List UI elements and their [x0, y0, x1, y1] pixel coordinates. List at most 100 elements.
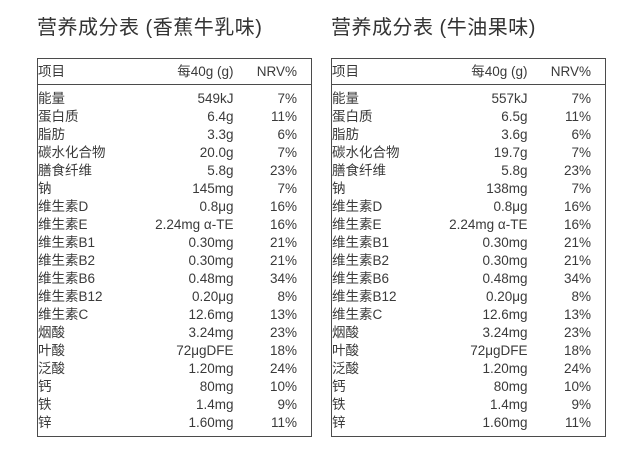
nutrient-value-cell: 1.20mg [188, 361, 234, 376]
nutrient-nrv-cell: 24% [563, 361, 591, 376]
nutrient-name-cell: 烟酸 [332, 325, 359, 340]
table-row: 锌 1.60mg 11% [332, 414, 606, 437]
table-row: 铁 1.4mg 9% [38, 396, 312, 414]
nutrient-name-cell: 维生素E [38, 217, 88, 232]
nutrient-nrv-cell: 16% [269, 199, 297, 214]
col-header-nrv: NRV% [233, 58, 312, 85]
nutrient-name-cell: 维生素B2 [332, 253, 390, 268]
nutrient-name-cell: 维生素B2 [38, 253, 96, 268]
nutrient-name-cell: 碳水化合物 [332, 145, 400, 160]
nutrition-table-avocado: 项目 每40g (g) NRV% 能量 557kJ 7% 蛋白质 6.5g 11% 脂肪 3.… [331, 58, 606, 437]
nutrient-nrv-cell: 16% [563, 217, 591, 232]
panel-banana-milk-flavor: 营养成分表 (香蕉牛乳味) 项目 每40g (g) NRV% 能量 549kJ 7%… [37, 11, 312, 437]
nutrient-nrv-cell: 11% [564, 415, 591, 430]
nutrient-value-cell: 0.8μg [199, 199, 234, 214]
nutrient-value-cell: 557kJ [491, 91, 528, 106]
nutrient-nrv-cell: 23% [269, 325, 297, 340]
table-row: 维生素D 0.8μg 16% [332, 198, 606, 216]
nutrient-value-cell: 1.20mg [482, 361, 528, 376]
nutrient-value-cell: 12.6mg [188, 307, 234, 322]
nutrient-value-cell: 20.0g [199, 145, 234, 160]
nutrient-value-cell: 0.48mg [482, 271, 528, 286]
nutrient-name-cell: 维生素D [38, 199, 89, 214]
nutrient-name-cell: 维生素B6 [38, 271, 96, 286]
nutrient-nrv-cell: 24% [269, 361, 297, 376]
nutrient-value-cell: 549kJ [197, 91, 234, 106]
nutrient-value-cell: 1.4mg [489, 397, 528, 412]
table-row: 维生素D 0.8μg 16% [38, 198, 312, 216]
table-row: 膳食纤维 5.8g 23% [38, 162, 312, 180]
col-header-nrv: NRV% [527, 58, 606, 85]
nutrient-value-cell: 145mg [192, 181, 234, 196]
nutrient-value-cell: 2.24mg α-TE [155, 217, 234, 232]
nutrient-nrv-cell: 16% [269, 217, 297, 232]
nutrient-nrv-cell: 7% [571, 91, 591, 106]
nutrient-name-cell: 脂肪 [38, 127, 65, 142]
table-row: 烟酸 3.24mg 23% [332, 324, 606, 342]
nutrient-value-cell: 0.30mg [188, 235, 234, 250]
nutrient-value-cell: 0.20μg [191, 289, 234, 304]
nutrient-nrv-cell: 34% [563, 271, 591, 286]
nutrient-value-cell: 6.5g [501, 109, 528, 124]
nutrient-nrv-cell: 18% [269, 343, 297, 358]
nutrient-nrv-cell: 21% [269, 235, 297, 250]
table-row: 蛋白质 6.5g 11% [332, 108, 606, 126]
nutrient-name-cell: 膳食纤维 [38, 163, 92, 178]
nutrient-nrv-cell: 21% [269, 253, 297, 268]
nutrient-nrv-cell: 11% [270, 109, 297, 124]
nutrient-value-cell: 3.24mg [482, 325, 528, 340]
table-row: 维生素B1 0.30mg 21% [38, 234, 312, 252]
nutrient-nrv-cell: 16% [563, 199, 591, 214]
nutrient-value-cell: 0.30mg [188, 253, 234, 268]
nutrient-name-cell: 钙 [332, 379, 346, 394]
nutrient-nrv-cell: 7% [571, 145, 591, 160]
nutrient-value-cell: 0.48mg [188, 271, 234, 286]
nutrient-name-cell: 蛋白质 [332, 109, 373, 124]
table-row: 叶酸 72μgDFE 18% [332, 342, 606, 360]
nutrient-value-cell: 1.60mg [482, 415, 528, 430]
nutrient-name-cell: 能量 [332, 91, 359, 106]
nutrient-nrv-cell: 9% [571, 397, 591, 412]
nutrient-name-cell: 碳水化合物 [38, 145, 106, 160]
nutrient-value-cell: 80mg [199, 379, 234, 394]
nutrient-nrv-cell: 21% [563, 235, 591, 250]
nutrient-nrv-cell: 18% [563, 343, 591, 358]
nutrient-nrv-cell: 21% [563, 253, 591, 268]
table-row: 钙 80mg 10% [332, 378, 606, 396]
nutrient-name-cell: 叶酸 [38, 343, 65, 358]
table-row: 维生素B6 0.48mg 34% [38, 270, 312, 288]
nutrient-name-cell: 维生素C [38, 307, 89, 322]
table-row: 碳水化合物 20.0g 7% [38, 144, 312, 162]
table-row: 维生素B12 0.20μg 8% [38, 288, 312, 306]
table-row: 蛋白质 6.4g 11% [38, 108, 312, 126]
nutrient-value-cell: 6.4g [207, 109, 234, 124]
table-row: 维生素C 12.6mg 13% [38, 306, 312, 324]
nutrient-name-cell: 维生素B1 [38, 235, 96, 250]
nutrient-name-cell: 能量 [38, 91, 65, 106]
nutrient-nrv-cell: 34% [269, 271, 297, 286]
nutrient-value-cell: 0.30mg [482, 253, 528, 268]
nutrient-value-cell: 80mg [493, 379, 528, 394]
nutrient-name-cell: 维生素E [332, 217, 382, 232]
nutrient-nrv-cell: 10% [563, 379, 591, 394]
nutrient-nrv-cell: 10% [269, 379, 297, 394]
nutrient-name-cell: 维生素C [332, 307, 383, 322]
table-header-row: 项目 每40g (g) NRV% [37, 58, 312, 85]
table-row: 钙 80mg 10% [38, 378, 312, 396]
table-row: 能量 557kJ 7% [332, 85, 606, 109]
nutrition-table-banana-milk: 项目 每40g (g) NRV% 能量 549kJ 7% 蛋白质 6.4g 11% 脂肪 3.… [37, 58, 312, 437]
table-row: 维生素E 2.24mg α-TE 16% [38, 216, 312, 234]
nutrient-value-cell: 0.8μg [493, 199, 528, 214]
table-row: 维生素B2 0.30mg 21% [38, 252, 312, 270]
table-row: 泛酸 1.20mg 24% [332, 360, 606, 378]
table-row: 铁 1.4mg 9% [332, 396, 606, 414]
nutrient-nrv-cell: 9% [277, 397, 297, 412]
table-row: 脂肪 3.6g 6% [332, 126, 606, 144]
table-title-avocado: 营养成分表 (牛油果味) [331, 17, 536, 39]
table-row: 脂肪 3.3g 6% [38, 126, 312, 144]
nutrient-nrv-cell: 23% [269, 163, 297, 178]
nutrient-name-cell: 维生素B6 [332, 271, 390, 286]
col-header-item: 项目 [331, 58, 442, 85]
col-header-item: 项目 [37, 58, 148, 85]
table-row: 维生素C 12.6mg 13% [332, 306, 606, 324]
